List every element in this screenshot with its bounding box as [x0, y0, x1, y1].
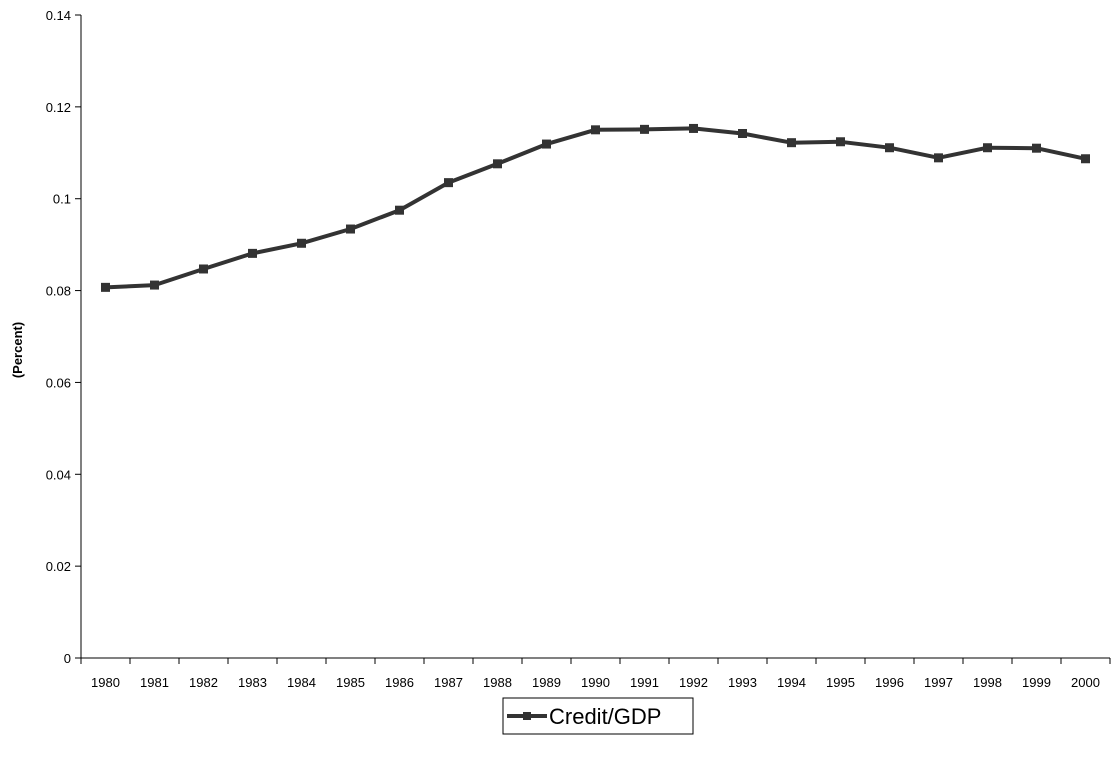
x-tick-label: 1991 — [630, 675, 659, 690]
x-tick-label: 1998 — [973, 675, 1002, 690]
y-tick-label: 0.02 — [46, 559, 71, 574]
data-point-marker — [150, 280, 159, 290]
axes — [75, 14, 1111, 664]
x-tick-label: 1999 — [1022, 675, 1051, 690]
y-tick-labels: 0 0.02 0.04 0.06 0.08 0.1 0.12 0.14 — [46, 8, 71, 666]
data-point-marker — [738, 128, 747, 138]
x-tick-label: 1981 — [140, 675, 169, 690]
data-point-marker — [248, 248, 257, 258]
x-tick-label: 1980 — [91, 675, 120, 690]
data-point-marker — [542, 139, 551, 149]
x-tick-label: 1988 — [483, 675, 512, 690]
data-point-marker — [346, 224, 355, 234]
data-point-marker — [444, 178, 453, 188]
x-tick-label: 1996 — [875, 675, 904, 690]
x-tick-label: 1983 — [238, 675, 267, 690]
data-point-marker — [836, 137, 845, 147]
x-tick-label: 1985 — [336, 675, 365, 690]
data-point-marker — [640, 124, 649, 134]
x-tick-label: 1986 — [385, 675, 414, 690]
data-point-marker — [934, 153, 943, 163]
x-tick-label: 2000 — [1071, 675, 1100, 690]
y-tick-label: 0.08 — [46, 284, 71, 299]
data-point-marker — [493, 159, 502, 169]
x-tick-label: 1993 — [728, 675, 757, 690]
x-tick-label: 1987 — [434, 675, 463, 690]
y-tick-label: 0.14 — [46, 8, 71, 23]
data-point-marker — [689, 123, 698, 133]
data-point-marker — [983, 143, 992, 153]
data-point-marker — [199, 264, 208, 274]
x-tick-labels: 1980 1981 1982 1983 1984 1985 1986 1987 1988 1989… — [91, 675, 1100, 690]
x-tick-label: 1994 — [777, 675, 806, 690]
series-line — [105, 126, 1086, 290]
x-tick-label: 1992 — [679, 675, 708, 690]
data-point-marker — [885, 143, 894, 153]
data-point-marker — [395, 205, 404, 215]
legend: Credit/GDP — [502, 697, 694, 735]
series-group — [101, 123, 1090, 292]
data-point-marker — [787, 138, 796, 148]
data-point-marker — [1081, 154, 1090, 164]
y-tick-label: 0 — [64, 651, 71, 666]
data-point-marker — [297, 238, 306, 248]
x-tick-label: 1990 — [581, 675, 610, 690]
legend-label: Credit/GDP — [549, 704, 661, 729]
data-point-marker — [1032, 143, 1041, 153]
x-tick-label: 1995 — [826, 675, 855, 690]
legend-marker-icon — [523, 712, 531, 720]
y-tick-label: 0.04 — [46, 467, 71, 482]
y-tick-label: 0.1 — [53, 192, 71, 207]
x-tick-label: 1989 — [532, 675, 561, 690]
y-tick-label: 0.06 — [46, 375, 71, 390]
y-axis-label: (Percent) — [10, 322, 25, 378]
x-tick-label: 1997 — [924, 675, 953, 690]
y-tick-label: 0.12 — [46, 100, 71, 115]
x-tick-label: 1984 — [287, 675, 316, 690]
data-point-marker — [591, 125, 600, 135]
x-tick-label: 1982 — [189, 675, 218, 690]
data-point-marker — [101, 282, 110, 292]
